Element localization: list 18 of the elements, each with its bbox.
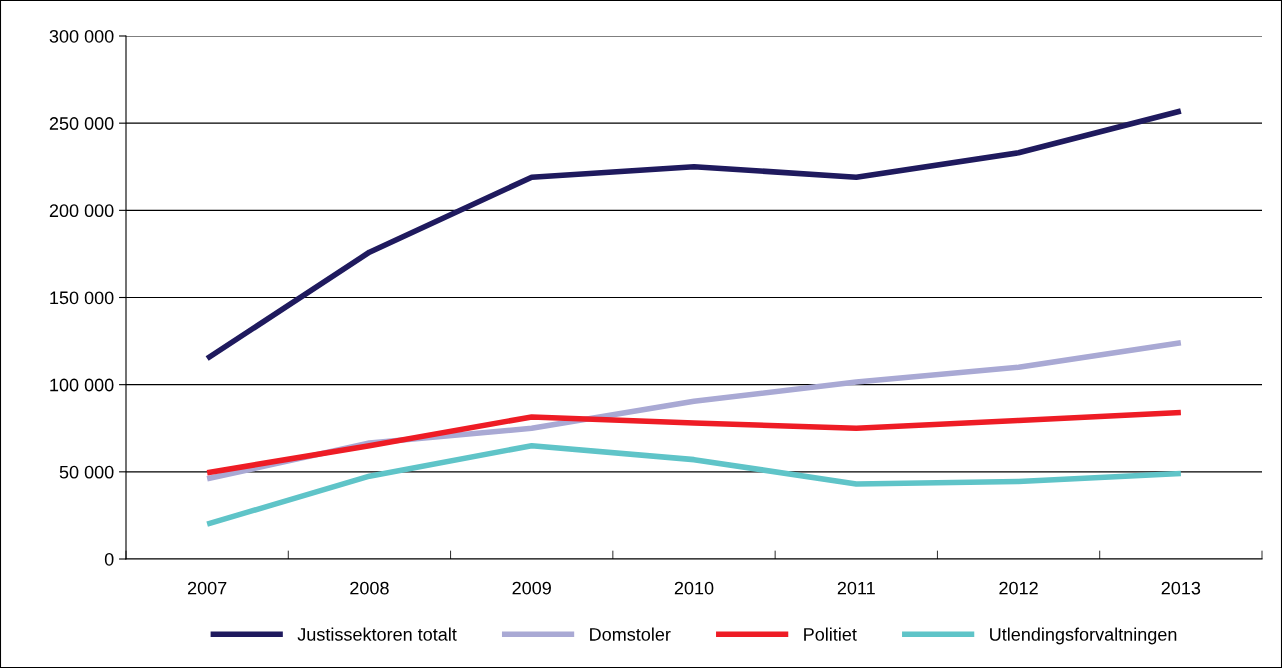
y-tick-label: 300 000 bbox=[49, 29, 114, 43]
y-tick-label: 150 000 bbox=[50, 291, 114, 305]
y-tick-label: 250 000 bbox=[49, 117, 114, 130]
y-tick-label: 50 000 bbox=[59, 465, 114, 479]
legend-label: Politiet bbox=[804, 627, 857, 641]
y-tick-label: 100 000 bbox=[50, 378, 114, 392]
legend-label: Justissektoren totalt bbox=[297, 627, 457, 641]
x-tick-label: 2008 bbox=[350, 581, 389, 595]
y-tick-label: 0 bbox=[104, 552, 114, 566]
x-tick-label: 2010 bbox=[674, 581, 714, 595]
x-tick-label: 2012 bbox=[999, 581, 1038, 595]
x-tick-label: 2011 bbox=[837, 581, 875, 595]
x-tick-label: 2009 bbox=[512, 581, 551, 595]
y-tick-label: 200 000 bbox=[49, 204, 114, 218]
x-tick-label: 2013 bbox=[1161, 581, 1201, 595]
legend-label: Domstoler bbox=[590, 627, 671, 641]
x-tick-label: 2007 bbox=[187, 581, 227, 595]
legend-label: Utlendingsforvaltningen bbox=[990, 627, 1177, 645]
